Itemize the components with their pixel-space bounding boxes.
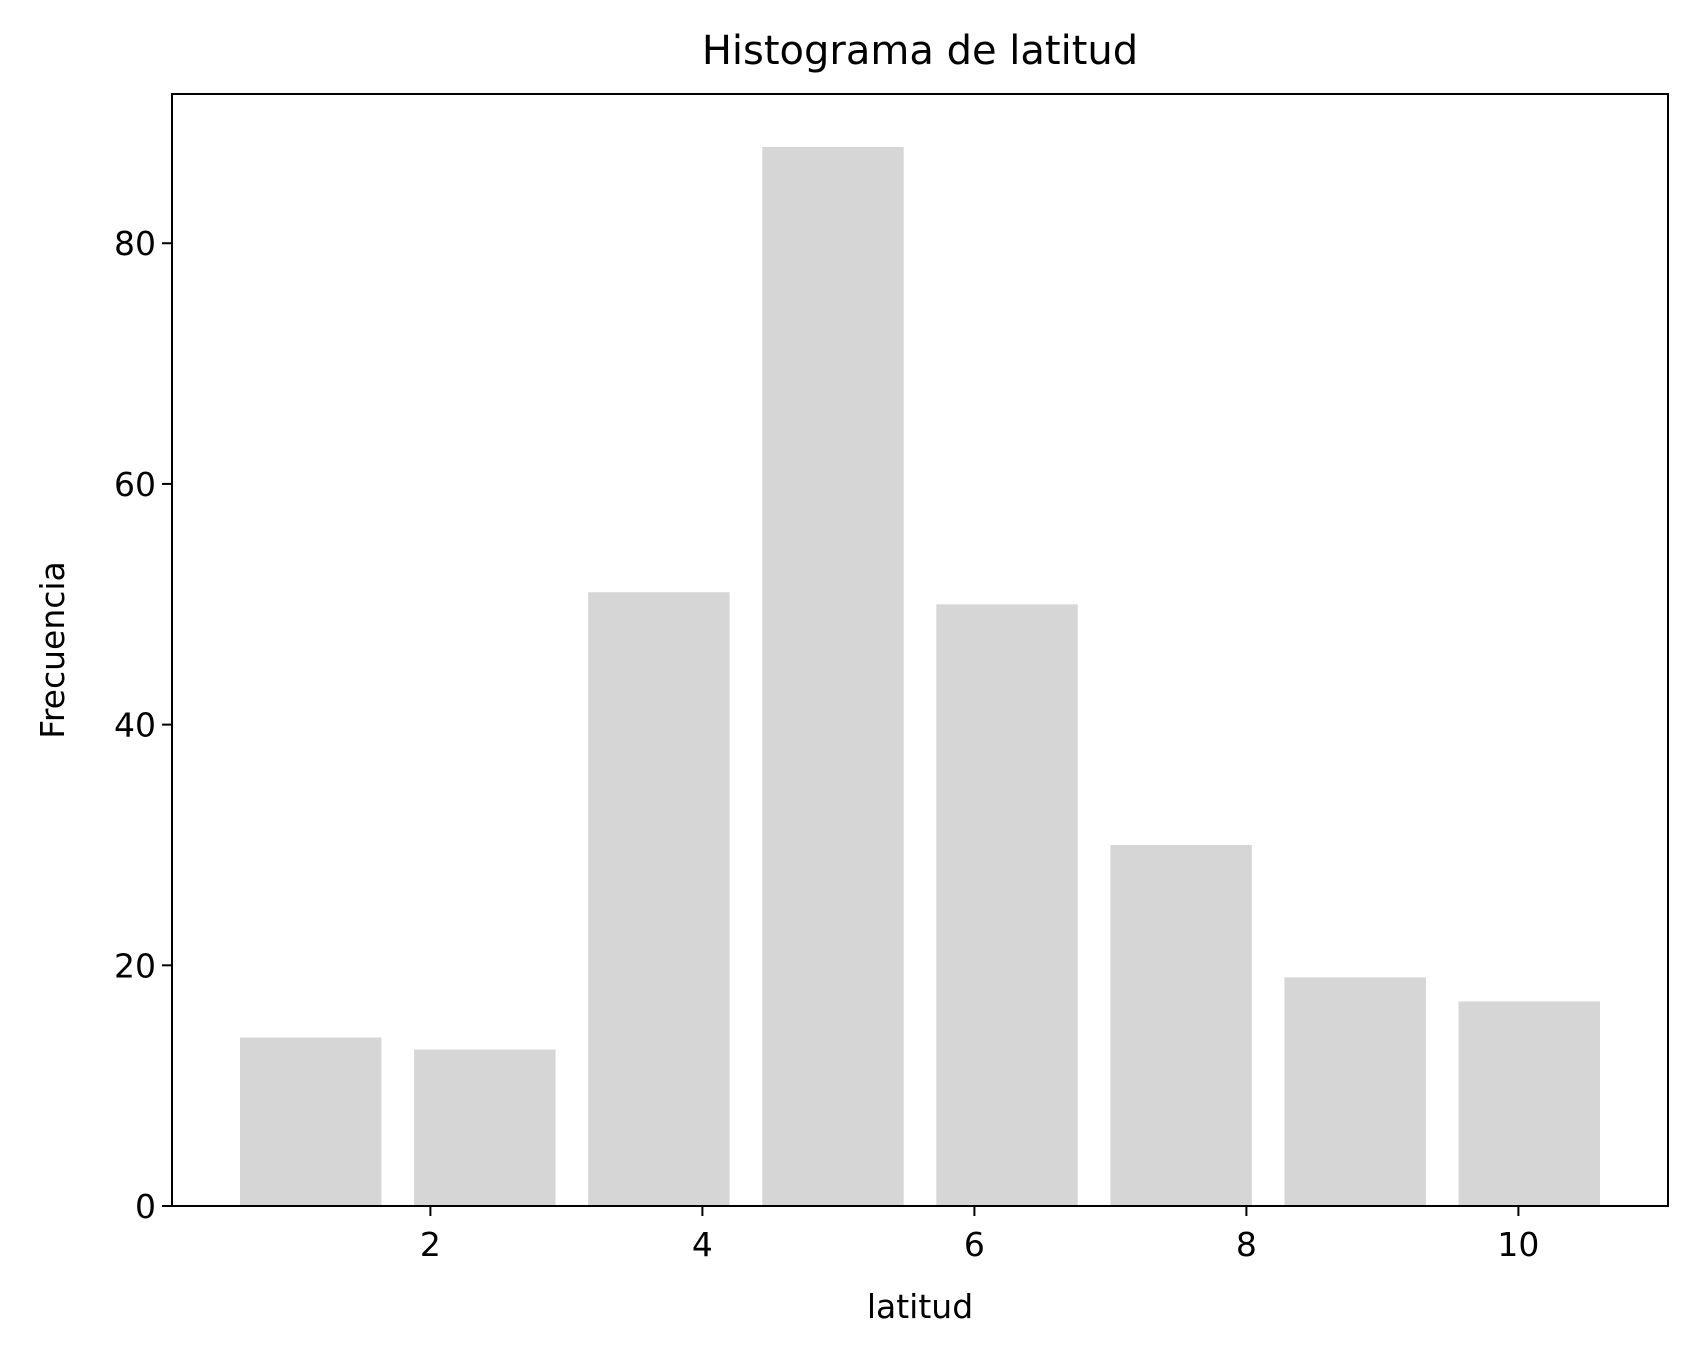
y-tick-label: 40 — [114, 706, 156, 745]
bars-group — [240, 146, 1600, 1206]
x-tick-label: 10 — [1497, 1225, 1539, 1264]
x-tick-label: 4 — [692, 1225, 713, 1264]
x-tick-label: 2 — [420, 1225, 441, 1264]
histogram-bar — [1110, 844, 1252, 1206]
plot-frame — [171, 93, 1669, 1207]
y-tick-label: 0 — [135, 1187, 156, 1226]
histogram-bar — [762, 146, 904, 1206]
x-tick-label: 8 — [1236, 1225, 1257, 1264]
histogram-bar — [1284, 977, 1426, 1206]
histogram-bar — [414, 1049, 556, 1206]
histogram-bar — [936, 604, 1078, 1206]
x-axis-ticks: 2 4 6 8 10 — [420, 1206, 1539, 1264]
y-tick-label: 20 — [114, 946, 156, 985]
histogram-bar — [588, 592, 730, 1206]
y-tick-label: 80 — [114, 224, 156, 263]
histogram-bar — [1458, 1001, 1600, 1206]
x-axis-label: latitud — [867, 1287, 973, 1326]
y-axis-ticks: 0 20 40 60 80 — [114, 224, 172, 1226]
histogram-bar — [240, 1037, 382, 1206]
y-axis-label: Frecuencia — [33, 561, 72, 739]
y-tick-label: 60 — [114, 465, 156, 504]
x-tick-label: 6 — [964, 1225, 985, 1264]
chart-title: Histograma de latitud — [702, 28, 1138, 74]
